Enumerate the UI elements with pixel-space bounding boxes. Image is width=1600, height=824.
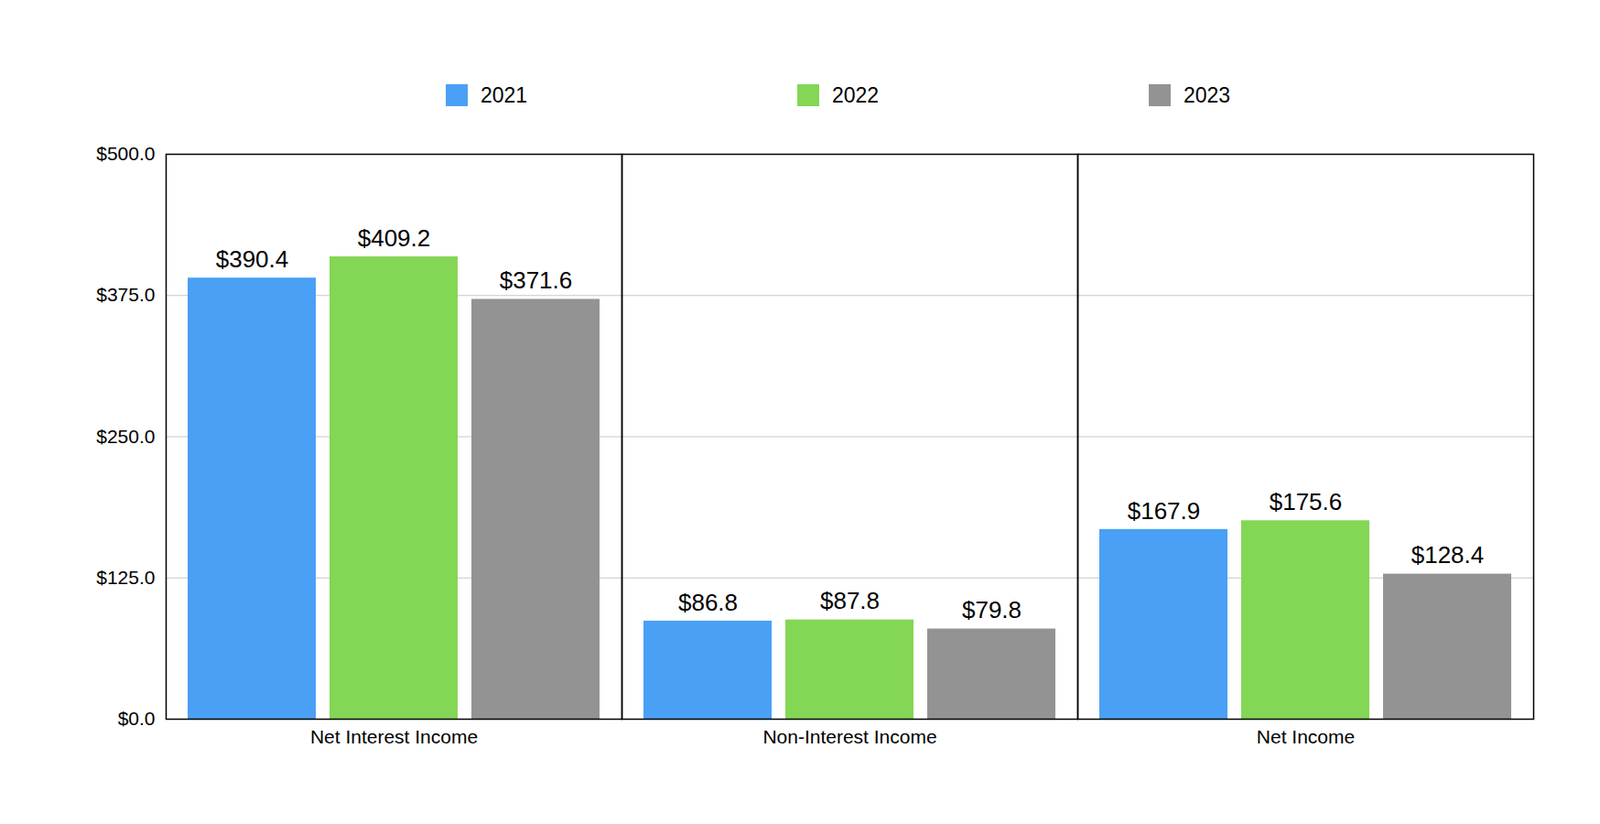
svg-text:$175.6: $175.6 [1269,487,1343,516]
svg-text:$375.0: $375.0 [96,283,155,305]
svg-text:$250.0: $250.0 [96,425,155,447]
html-text:2022: 2022 [832,82,879,107]
html-text:2023: 2023 [1183,82,1231,107]
svg-text:$79.8: $79.8 [962,595,1022,624]
svg-text:Net Income: Net Income [1256,725,1355,747]
svg-text:Non-Interest Income: Non-Interest Income [762,725,937,747]
svg-text:$125.0: $125.0 [96,566,155,588]
html-text:2021: 2021 [480,82,528,107]
svg-text:$87.8: $87.8 [820,586,880,615]
svg-text:$128.4: $128.4 [1411,540,1485,569]
svg-text:$167.9: $167.9 [1127,497,1201,525]
svg-text:$500.0: $500.0 [96,142,155,164]
svg-text:Net Interest Income: Net Interest Income [310,725,478,747]
svg-text:$409.2: $409.2 [357,224,432,252]
svg-text:$390.4: $390.4 [216,245,290,273]
svg-text:$0.0: $0.0 [118,707,156,729]
svg-text:$86.8: $86.8 [678,588,738,617]
svg-text:$371.6: $371.6 [499,266,573,294]
